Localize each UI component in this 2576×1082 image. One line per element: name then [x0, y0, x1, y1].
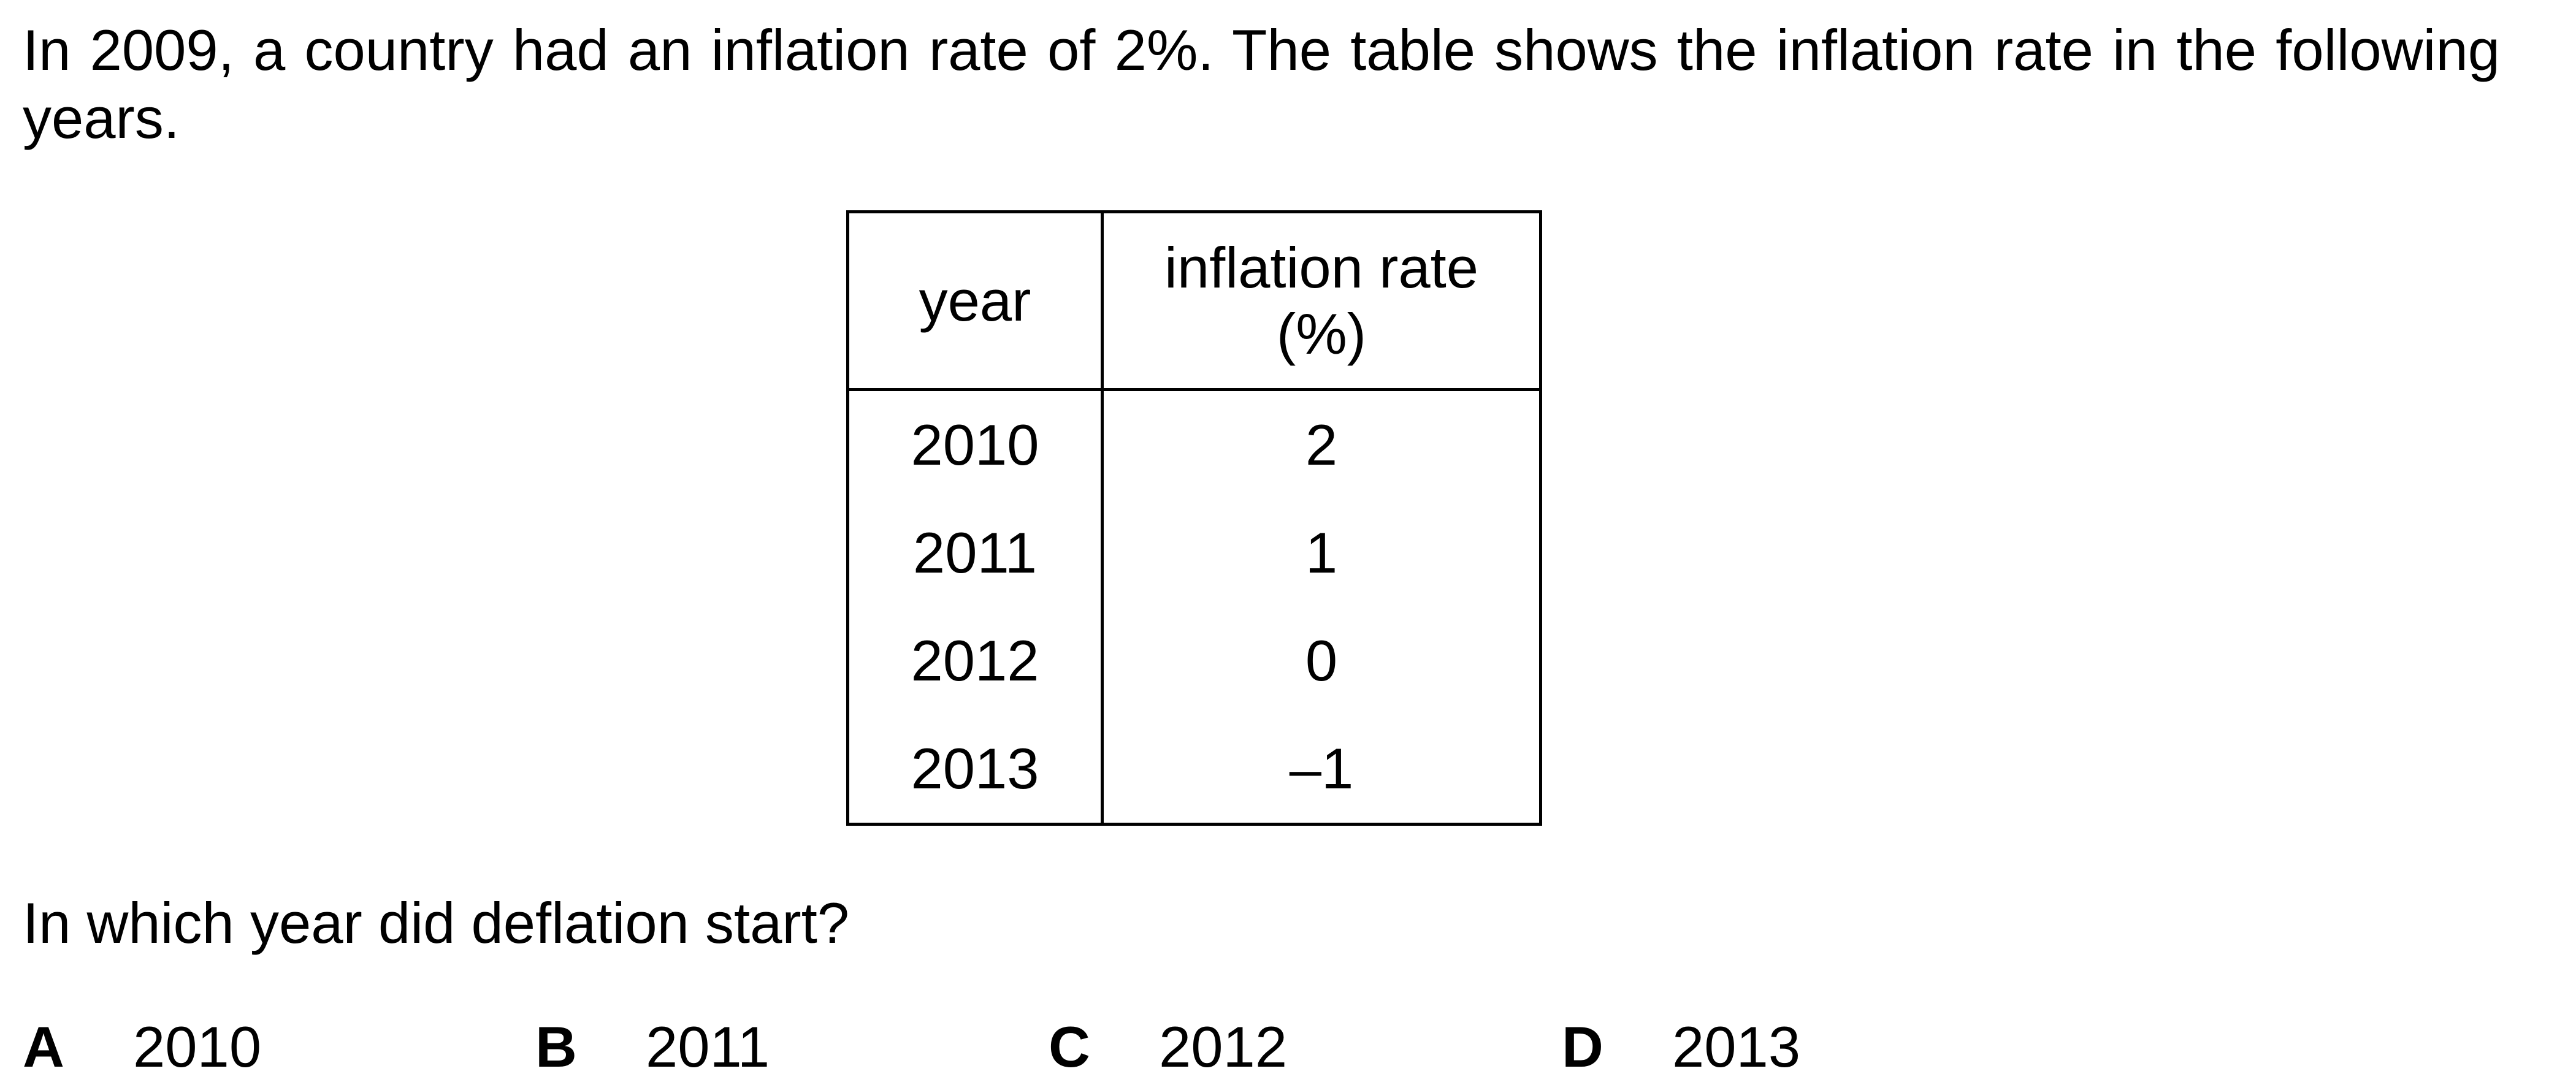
table-row: 2011 1	[846, 499, 1542, 607]
year-cell: 2012	[846, 607, 1104, 715]
rate-cell: 2	[1101, 389, 1542, 499]
option-value: 2011	[646, 1015, 770, 1079]
option-value: 2013	[1672, 1015, 1801, 1079]
question-intro: In 2009, a country had an inflation rate…	[23, 18, 2500, 150]
inflation-table: year inflation rate (%) 2010 2 2011 1 20…	[846, 210, 1542, 826]
question-prompt: In which year did deflation start?	[23, 891, 850, 955]
header-inflation-rate-unit: (%)	[1276, 301, 1367, 366]
year-cell: 2010	[846, 389, 1104, 499]
option-value: 2010	[133, 1015, 262, 1079]
option-letter: A	[23, 1015, 64, 1079]
rate-cell: 1	[1101, 499, 1542, 607]
table-row: 2012 0	[846, 607, 1542, 715]
header-inflation-rate: inflation rate (%)	[1101, 210, 1542, 391]
option-letter: D	[1562, 1015, 1603, 1079]
table-row: 2010 2	[846, 389, 1542, 499]
option-letter: C	[1049, 1015, 1090, 1079]
header-inflation-rate-label: inflation rate	[1164, 235, 1479, 300]
table-body: 2010 2 2011 1 2012 0 2013 –1	[846, 389, 1542, 826]
answer-options: A 2010 B 2011 C 2012 D 2013	[23, 1013, 2537, 1081]
option-letter: B	[535, 1015, 577, 1079]
year-cell: 2011	[846, 499, 1104, 607]
rate-cell: 0	[1101, 607, 1542, 715]
table-row: 2013 –1	[846, 715, 1542, 826]
table-header: year inflation rate (%)	[846, 210, 1542, 391]
rate-cell: –1	[1101, 715, 1542, 826]
option-value: 2012	[1159, 1015, 1288, 1079]
header-year: year	[846, 210, 1104, 391]
year-cell: 2013	[846, 715, 1104, 826]
table-header-row: year inflation rate (%)	[846, 210, 1542, 391]
